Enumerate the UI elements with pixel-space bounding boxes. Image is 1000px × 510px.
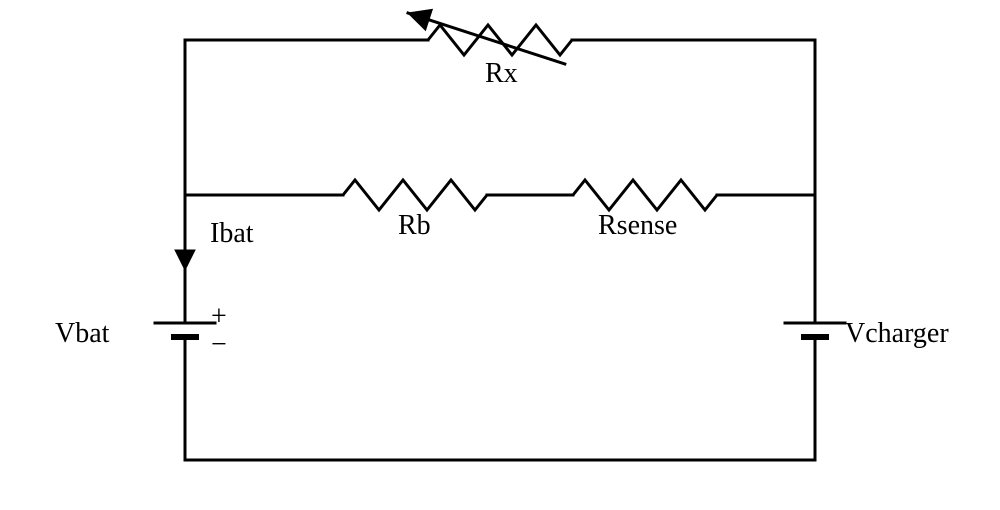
label-rb: Rb [398,210,431,242]
label-ibat: Ibat [210,218,254,250]
label-rsense: Rsense [598,210,677,242]
label-vcharger: Vcharger [845,318,949,350]
battery-minus-sign: − [211,329,227,361]
label-rx: Rx [485,58,518,90]
label-vbat: Vbat [55,318,109,350]
